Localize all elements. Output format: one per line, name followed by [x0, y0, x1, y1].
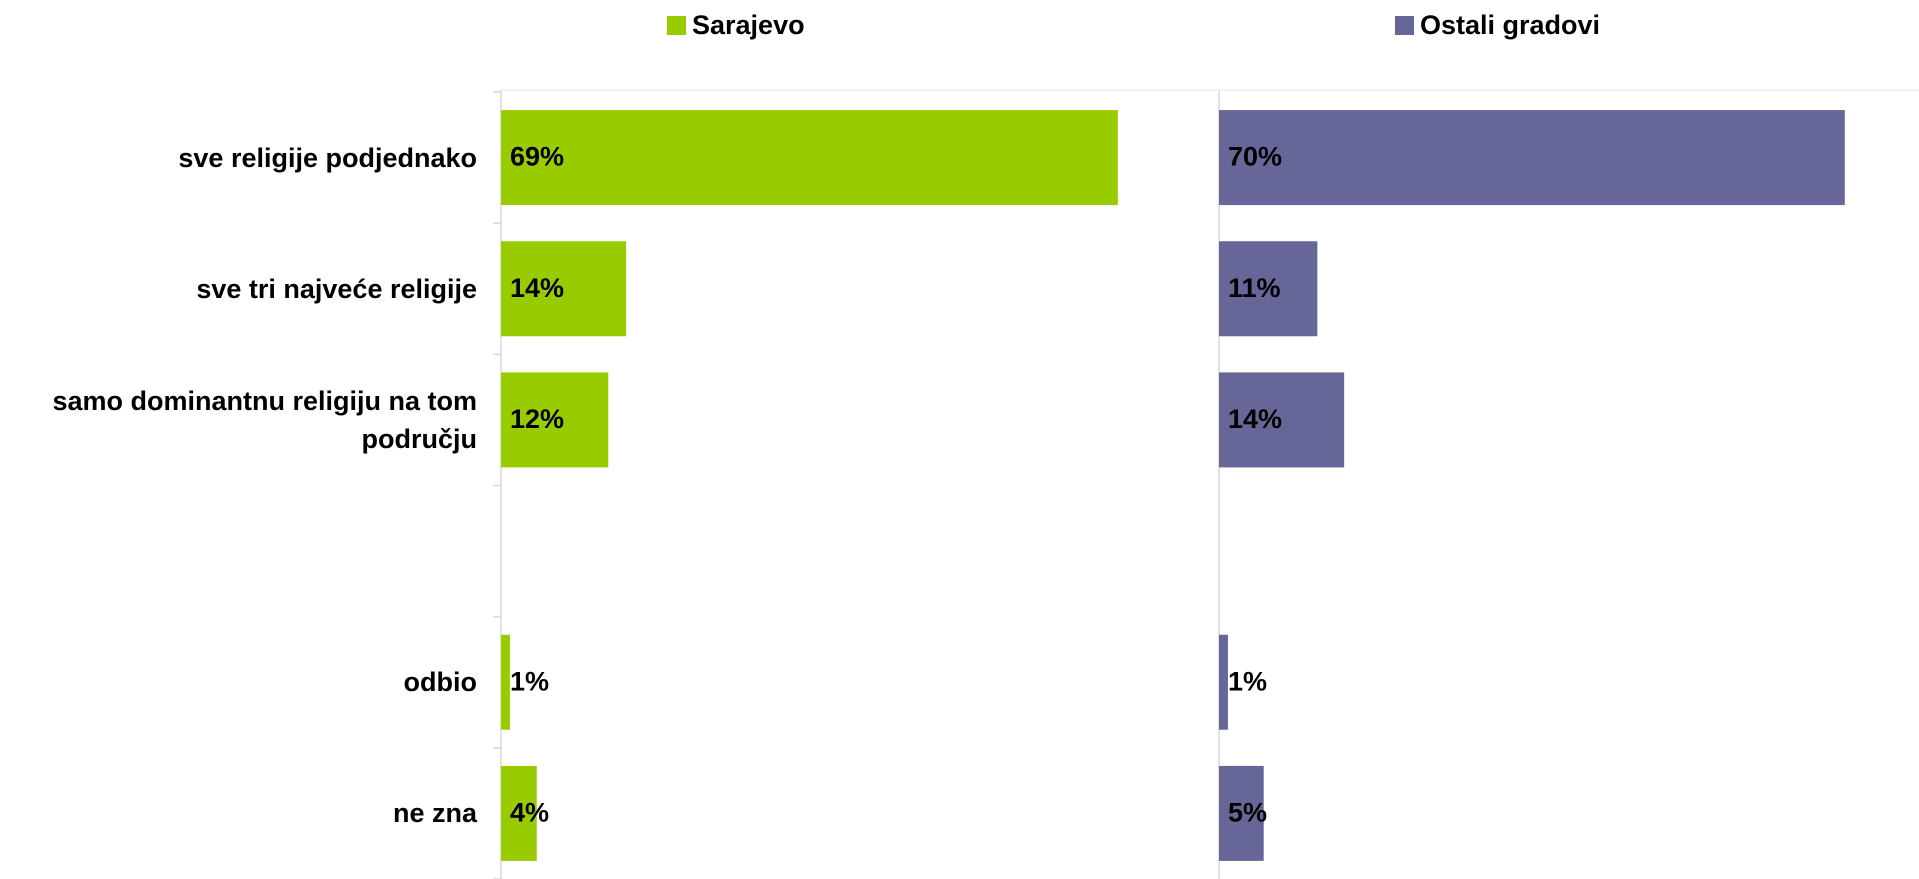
legend-swatch	[667, 16, 686, 35]
data-label: 1%	[1228, 666, 1267, 696]
bar	[1219, 110, 1845, 206]
data-label: 14%	[1228, 404, 1282, 434]
category-label: odbio	[403, 667, 477, 698]
legend-label: Ostali gradovi	[1420, 10, 1600, 40]
category-label: sve tri najveće religije	[196, 273, 477, 304]
data-label: 69%	[510, 142, 564, 172]
data-label: 1%	[510, 666, 549, 696]
bar	[1219, 634, 1228, 730]
bar	[501, 372, 609, 468]
legend-label: Sarajevo	[692, 10, 805, 40]
data-label: 70%	[1228, 142, 1282, 172]
data-label: 11%	[1228, 273, 1281, 303]
data-label: 12%	[510, 404, 564, 434]
category-label: ne zna	[392, 798, 477, 829]
bar	[501, 634, 510, 730]
bar	[1219, 241, 1318, 337]
category-label: sve religije podjednako	[178, 142, 477, 173]
bar	[501, 241, 627, 337]
data-label: 5%	[1228, 798, 1267, 828]
bar	[501, 110, 1118, 206]
bar	[1219, 372, 1345, 468]
data-label: 14%	[510, 273, 564, 303]
bar	[1219, 765, 1264, 861]
legend-swatch	[1395, 16, 1414, 35]
bar	[501, 765, 537, 861]
data-label: 4%	[510, 798, 549, 828]
category-label: samo dominantnu religiju na tom području	[52, 385, 477, 454]
